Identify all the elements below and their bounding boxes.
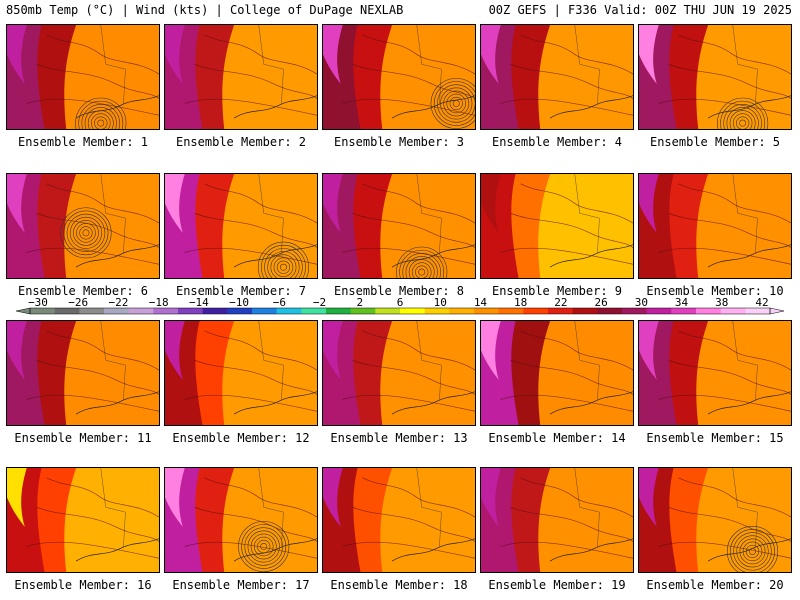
colorbar-swatch — [79, 308, 105, 314]
colorbar-swatch — [498, 308, 524, 314]
ensemble-member-label: Ensemble Member: 13 — [330, 431, 468, 445]
colorbar-swatch — [153, 308, 179, 314]
ensemble-map-7 — [164, 173, 318, 279]
colorbar-tick-label: −18 — [149, 296, 169, 309]
colorbar-swatch — [424, 308, 450, 314]
colorbar-svg: −30 −26 −22 −18 −14 −10 −6 −2 2 6 10 14 18 22 26 30 34 38… — [15, 296, 785, 315]
colorbar-swatch — [745, 308, 771, 314]
colorbar-tick-label: 34 — [675, 296, 689, 309]
colorbar-tick-label: −6 — [273, 296, 286, 309]
colorbar-swatch — [696, 308, 722, 314]
ensemble-map-1 — [6, 24, 160, 130]
ensemble-member-label: Ensemble Member: 18 — [330, 578, 468, 592]
ensemble-map-3 — [322, 24, 476, 130]
colorbar-high-arrow — [769, 307, 785, 315]
ensemble-member-label: Ensemble Member: 15 — [646, 431, 784, 445]
colorbar-tick-label: 2 — [356, 296, 363, 309]
colorbar-swatch — [375, 308, 401, 314]
ensemble-map-8 — [322, 173, 476, 279]
colorbar-swatch — [474, 308, 500, 314]
colorbar-swatch — [597, 308, 623, 314]
colorbar-tick-label: 26 — [594, 296, 607, 309]
ensemble-member-label: Ensemble Member: 7 — [175, 284, 307, 298]
colorbar-swatch — [548, 308, 574, 314]
ensemble-map-13 — [322, 320, 476, 426]
ensemble-member-label: Ensemble Member: 9 — [491, 284, 623, 298]
temperature-colorbar: −30 −26 −22 −18 −14 −10 −6 −2 2 6 10 14 18 22 26 30 34 38… — [12, 296, 788, 318]
colorbar-swatch — [671, 308, 697, 314]
colorbar-swatch — [178, 308, 204, 314]
ensemble-map-17 — [164, 467, 318, 573]
colorbar-tick-label: 38 — [715, 296, 728, 309]
colorbar-swatch — [326, 308, 352, 314]
colorbar-swatch — [227, 308, 253, 314]
ensemble-member-label: Ensemble Member: 19 — [488, 578, 626, 592]
ensemble-member-label: Ensemble Member: 10 — [646, 284, 784, 298]
colorbar-outline — [29, 307, 771, 315]
colorbar-swatch — [400, 308, 426, 314]
ensemble-map-12 — [164, 320, 318, 426]
ensemble-member-label: Ensemble Member: 11 — [14, 431, 152, 445]
colorbar-swatch — [301, 308, 327, 314]
ensemble-member-label: Ensemble Member: 1 — [17, 135, 149, 149]
ensemble-member-label: Ensemble Member: 2 — [175, 135, 307, 149]
colorbar-tick-label: −2 — [313, 296, 326, 309]
ensemble-map-15 — [638, 320, 792, 426]
ensemble-member-label: Ensemble Member: 20 — [646, 578, 784, 592]
ensemble-member-label: Ensemble Member: 4 — [491, 135, 623, 149]
ensemble-map-20 — [638, 467, 792, 573]
ensemble-map-16 — [6, 467, 160, 573]
ensemble-map-4 — [480, 24, 634, 130]
colorbar-swatch — [523, 308, 549, 314]
ensemble-member-label: Ensemble Member: 17 — [172, 578, 310, 592]
ensemble-map-9 — [480, 173, 634, 279]
colorbar-tick-label: 10 — [434, 296, 447, 309]
ensemble-member-label: Ensemble Member: 5 — [649, 135, 781, 149]
colorbar-tick-label: −30 — [28, 296, 48, 309]
colorbar-tick-label: 18 — [514, 296, 527, 309]
colorbar-tick-label: 42 — [755, 296, 768, 309]
colorbar-swatch — [252, 308, 278, 314]
ensemble-map-19 — [480, 467, 634, 573]
colorbar-tick-label: −10 — [229, 296, 249, 309]
colorbar-swatch — [276, 308, 302, 314]
colorbar-swatch — [202, 308, 228, 314]
colorbar-swatch — [104, 308, 130, 314]
ensemble-map-6 — [6, 173, 160, 279]
ensemble-map-2 — [164, 24, 318, 130]
colorbar-swatch — [572, 308, 598, 314]
ensemble-member-label: Ensemble Member: 6 — [17, 284, 149, 298]
map-title: 850mb Temp (°C) | Wind (kts) | College o… — [6, 3, 404, 17]
colorbar-swatch — [30, 308, 56, 314]
colorbar-tick-label: −22 — [109, 296, 129, 309]
colorbar-tick-label: −26 — [68, 296, 88, 309]
ensemble-map-5 — [638, 24, 792, 130]
ensemble-member-label: Ensemble Member: 14 — [488, 431, 626, 445]
ensemble-member-label: Ensemble Member: 3 — [333, 135, 465, 149]
ensemble-member-label: Ensemble Member: 12 — [172, 431, 310, 445]
colorbar-swatch — [646, 308, 672, 314]
ensemble-member-label: Ensemble Member: 16 — [14, 578, 152, 592]
colorbar-tick-label: 22 — [554, 296, 567, 309]
ensemble-map-11 — [6, 320, 160, 426]
colorbar-tick-label: −14 — [189, 296, 209, 309]
colorbar-swatch — [128, 308, 154, 314]
colorbar-tick-label: 30 — [635, 296, 648, 309]
model-run-info: 00Z GEFS | F336 Valid: 00Z THU JUN 19 20… — [488, 3, 792, 17]
colorbar-swatch — [449, 308, 475, 314]
colorbar-swatch — [720, 308, 746, 314]
colorbar-swatch — [350, 308, 376, 314]
ensemble-member-label: Ensemble Member: 8 — [333, 284, 465, 298]
colorbar-tick-label: 6 — [397, 296, 404, 309]
colorbar-swatch — [622, 308, 648, 314]
colorbar-swatch — [54, 308, 80, 314]
ensemble-map-10 — [638, 173, 792, 279]
ensemble-map-18 — [322, 467, 476, 573]
colorbar-tick-label: 14 — [474, 296, 488, 309]
ensemble-map-14 — [480, 320, 634, 426]
